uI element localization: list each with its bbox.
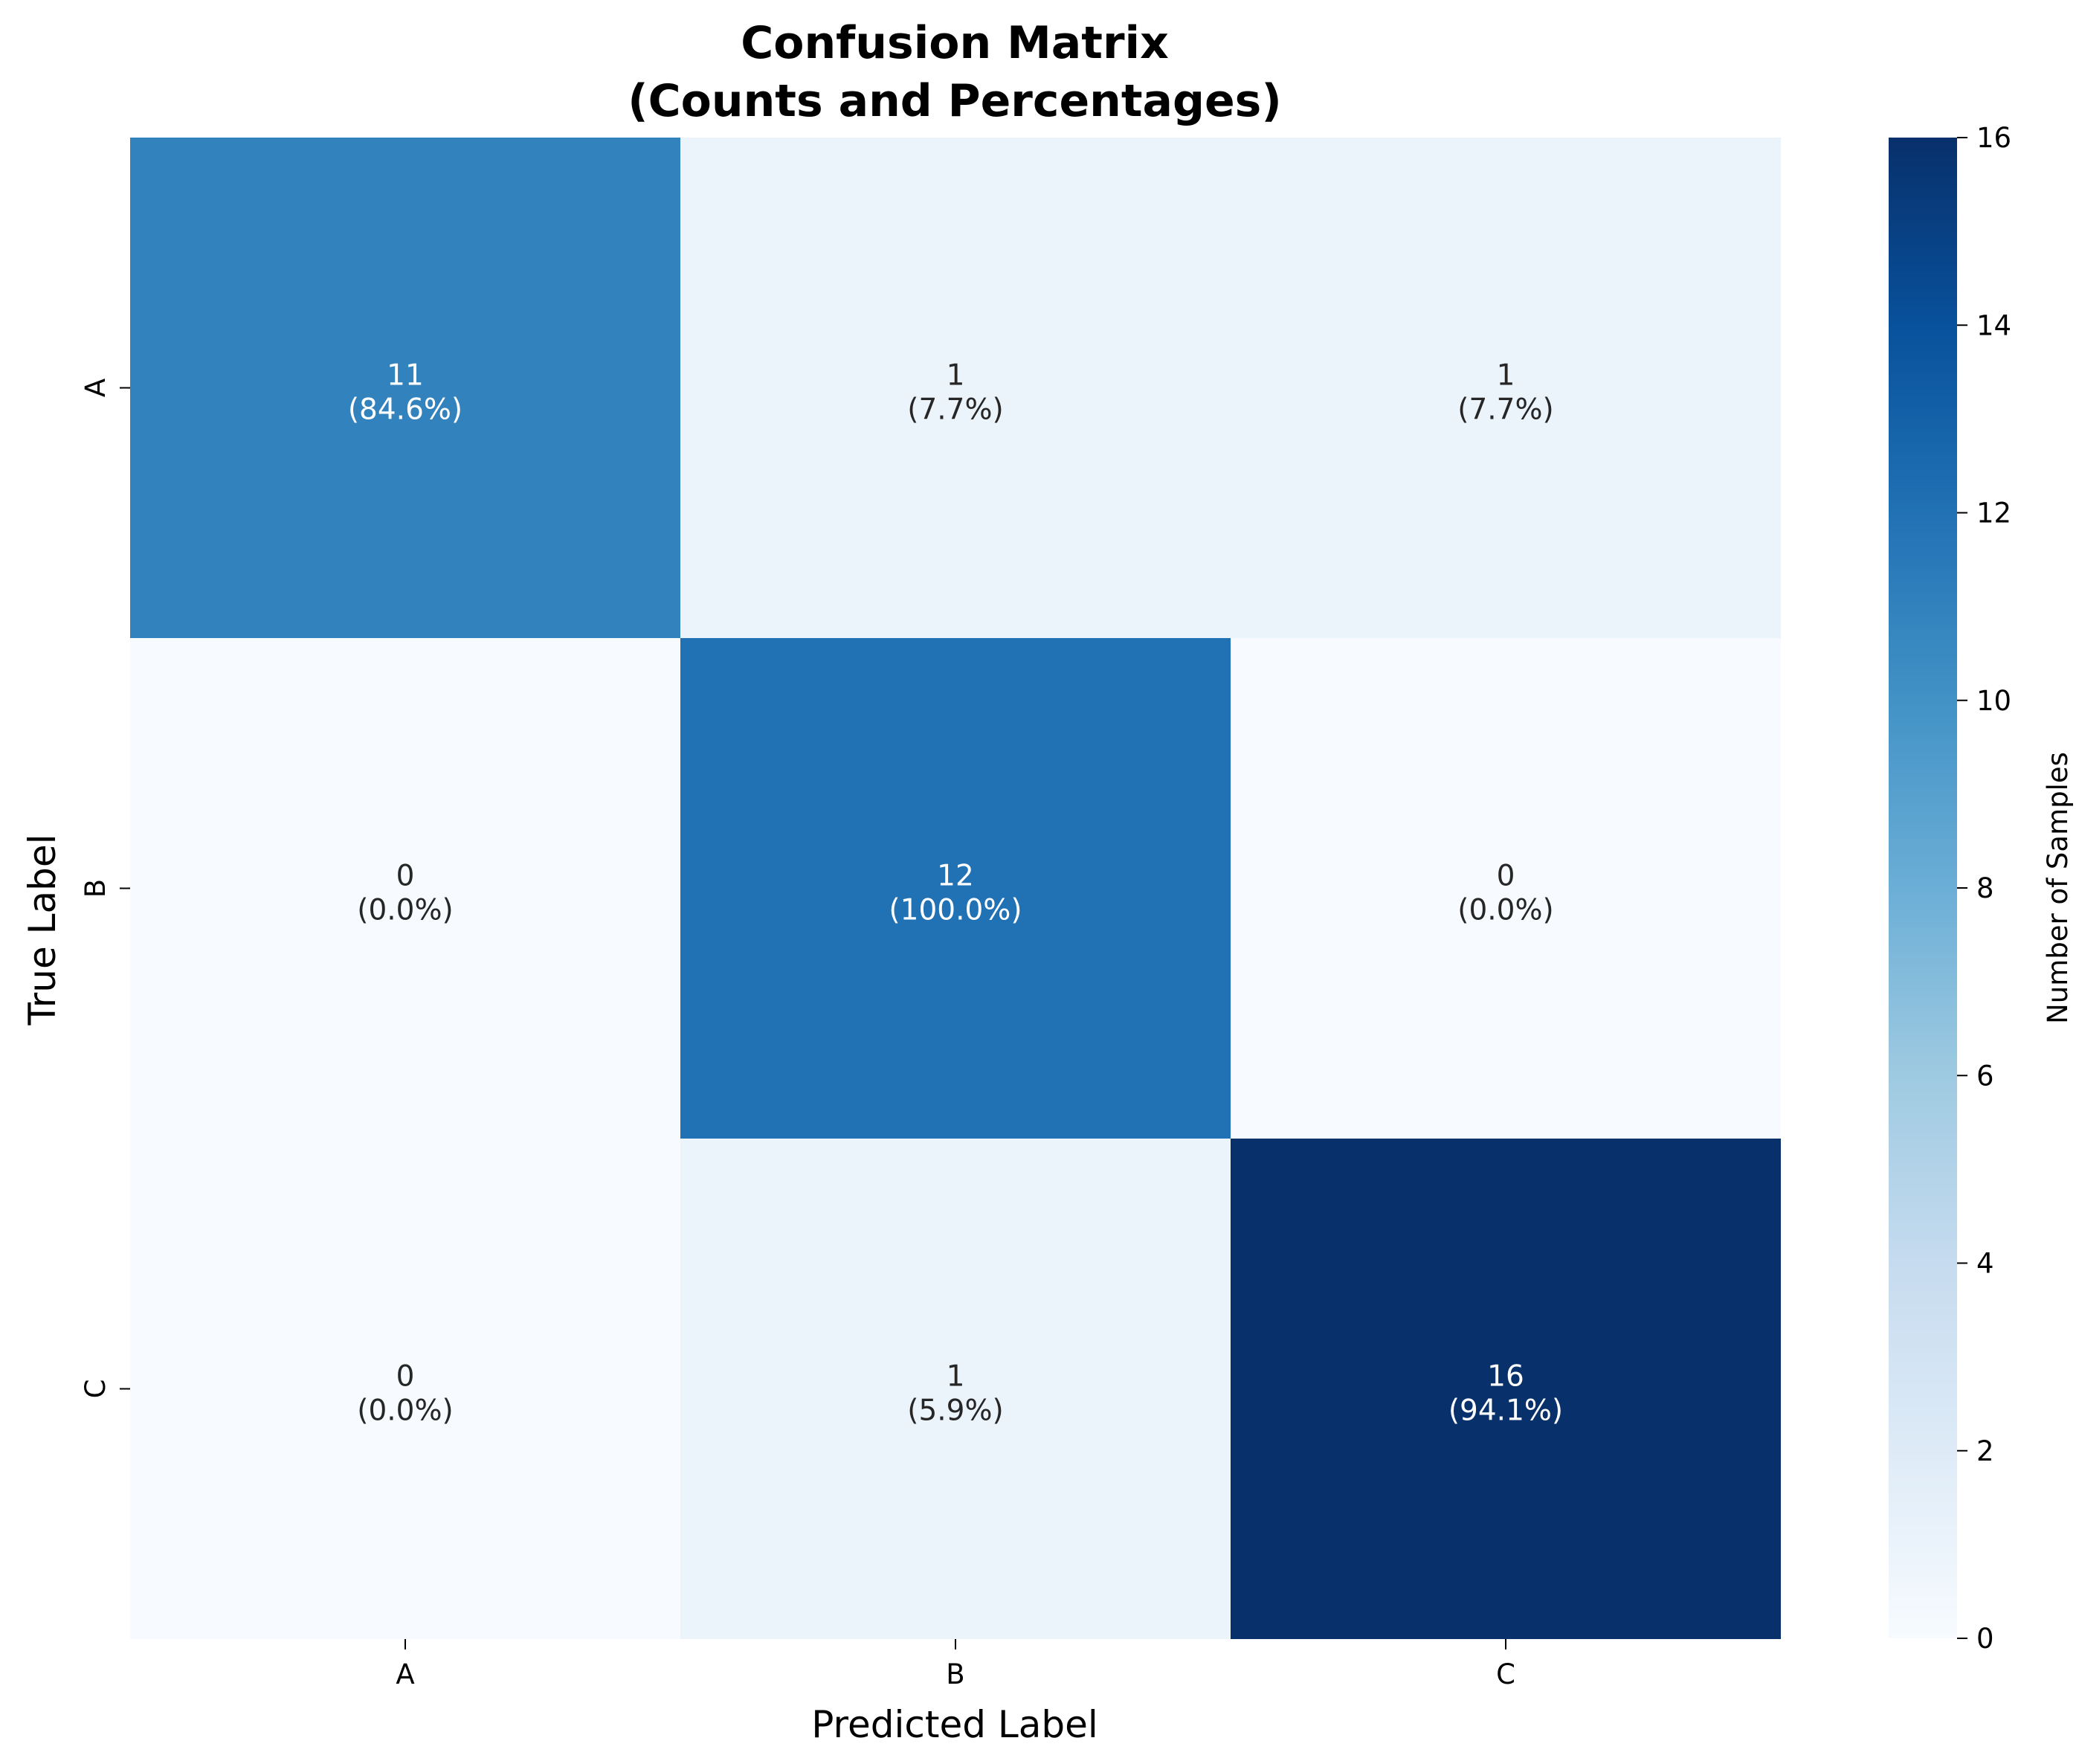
x-axis-label: Predicted Label	[811, 1703, 1098, 1746]
cell-B-B	[680, 638, 1231, 1139]
cell-count-label: 0	[396, 860, 415, 893]
cell-percent-label: (84.6%)	[348, 393, 462, 427]
colorbar-tick-label: 4	[1976, 1248, 1994, 1280]
colorbar-tick-label: 12	[1976, 498, 2011, 529]
cell-A-B	[680, 138, 1231, 638]
x-tick-label-B: B	[946, 1658, 964, 1690]
cell-percent-label: (0.0%)	[1457, 894, 1554, 927]
heatmap-cell-labels: 11(84.6%)1(7.7%)1(7.7%)0(0.0%)12(100.0%)…	[348, 359, 1563, 1428]
y-axis-label: True Label	[21, 834, 64, 1026]
cell-percent-label: (94.1%)	[1448, 1394, 1563, 1428]
y-tick-label-A: A	[80, 379, 112, 397]
colorbar-label: Number of Samples	[2042, 752, 2074, 1024]
cell-count-label: 16	[1487, 1360, 1524, 1394]
cell-C-B	[680, 1139, 1231, 1639]
chart-title-line-2: (Counts and Percentages)	[628, 75, 1282, 127]
cell-count-label: 11	[387, 359, 424, 393]
cell-percent-label: (5.9%)	[907, 1394, 1004, 1428]
cell-C-A	[130, 1139, 680, 1639]
cell-count-label: 0	[396, 1360, 415, 1394]
y-tick-label-B: B	[80, 879, 112, 898]
colorbar-tick-label: 14	[1976, 309, 2011, 341]
cell-A-A	[130, 138, 680, 638]
chart-title-line-1: Confusion Matrix	[741, 17, 1169, 69]
cell-B-A	[130, 638, 680, 1139]
y-tick-label-C: C	[80, 1380, 112, 1399]
cell-count-label: 1	[1497, 359, 1515, 393]
cell-C-C	[1231, 1139, 1781, 1639]
cell-percent-label: (7.7%)	[1457, 393, 1554, 427]
cell-count-label: 1	[947, 359, 965, 393]
cell-percent-label: (0.0%)	[357, 894, 454, 927]
colorbar-tick-label: 6	[1976, 1060, 1994, 1092]
cell-A-C	[1231, 138, 1781, 638]
cell-percent-label: (7.7%)	[907, 393, 1004, 427]
colorbar-tick-label: 16	[1976, 122, 2011, 154]
cell-count-label: 1	[947, 1360, 965, 1394]
heatmap-cells	[130, 138, 1781, 1639]
cell-count-label: 12	[937, 860, 974, 893]
x-tick-label-C: C	[1496, 1658, 1515, 1690]
y-axis-ticks: A B C	[80, 379, 130, 1399]
x-tick-label-A: A	[396, 1658, 414, 1690]
colorbar-tick-label: 2	[1976, 1435, 1994, 1467]
colorbar-tick-label: 0	[1976, 1623, 1994, 1655]
x-axis-ticks: A B C	[396, 1639, 1515, 1690]
cell-percent-label: (0.0%)	[357, 1394, 454, 1428]
cell-B-C	[1231, 638, 1781, 1139]
cell-percent-label: (100.0%)	[889, 894, 1022, 927]
colorbar-ticks: 0 2 4 6 8 10 12 14 16	[1957, 122, 2011, 1655]
cell-count-label: 0	[1497, 860, 1515, 893]
colorbar-tick-label: 8	[1976, 872, 1994, 904]
colorbar-tick-label: 10	[1976, 685, 2011, 717]
colorbar	[1889, 138, 1957, 1638]
